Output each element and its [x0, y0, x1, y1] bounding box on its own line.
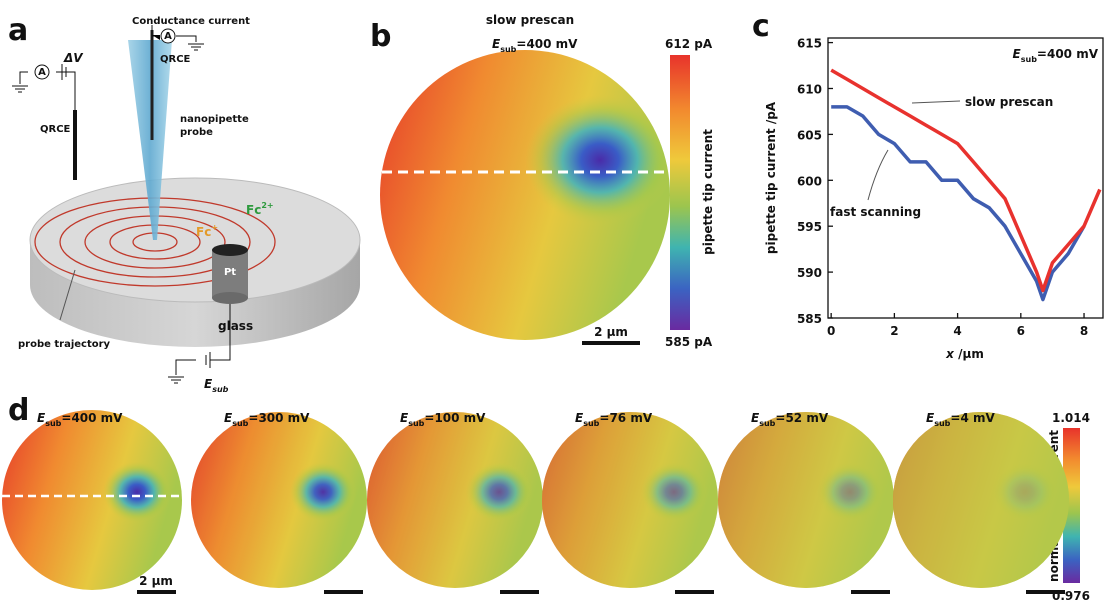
sub: sub: [759, 419, 775, 428]
heatmap-spot: [525, 95, 675, 225]
label: Esub: [204, 377, 229, 394]
y-tick-label: 615: [797, 37, 822, 51]
pt-bottom: [212, 292, 248, 304]
battery: [206, 352, 210, 368]
heatmap-spot: [992, 462, 1059, 522]
label-line: probe: [180, 127, 213, 138]
annotation: Esub=400 mV: [1013, 47, 1099, 64]
colorbar-max: 1.014: [1052, 411, 1090, 425]
ground: [12, 86, 28, 92]
ground: [168, 377, 184, 383]
sub: sub: [232, 419, 248, 428]
panel-label: b: [370, 19, 391, 54]
panel-label: d: [8, 393, 29, 428]
x-tick-label: 2: [890, 324, 898, 338]
y-tick-label: 610: [797, 82, 822, 96]
ion-charge: +: [211, 223, 218, 232]
x-axis-label: x /µm: [945, 347, 984, 361]
heatmap-spot: [103, 461, 171, 522]
value: =52 mV: [775, 411, 828, 425]
sub: sub: [408, 419, 424, 428]
ion: Fc: [196, 225, 211, 239]
y-axis-label: pipette tip current /pA: [764, 101, 778, 254]
ion: Fc: [246, 203, 261, 217]
y-tick-label: 585: [797, 312, 822, 326]
heatmap-spot: [466, 462, 533, 522]
wire: [20, 72, 75, 110]
x-tick-label: 4: [953, 324, 961, 338]
label: QRCE: [160, 54, 191, 65]
line-chart: pipette tip current /pA x /µm Esub=400 m…: [764, 37, 1103, 361]
label: glass: [218, 319, 253, 333]
label: Conductance current: [132, 16, 250, 27]
legend-leader: [912, 101, 960, 103]
scale-label: 2 µm: [594, 325, 628, 339]
x-unit: /µm: [954, 347, 984, 361]
value: =400 mV: [516, 37, 578, 51]
value: =400 mV: [61, 411, 123, 425]
y-tick-label: 605: [797, 128, 822, 142]
setup-diagram: A A Conductance current QRCE ΔV QRCE nan…: [12, 16, 360, 394]
pt-top: [212, 244, 248, 256]
scan-series: 1.014 0.976 normalized tip current Esub=…: [2, 410, 1090, 603]
ion-charge: 2+: [261, 201, 273, 210]
x-tick-label: 6: [1017, 324, 1025, 338]
legend-label: slow prescan: [965, 95, 1053, 109]
panel-label: c: [752, 9, 770, 44]
ammeter-label: A: [164, 31, 172, 42]
colorbar-min: 585 pA: [665, 335, 713, 349]
ammeter-label: A: [38, 67, 46, 78]
heatmap-spot: [817, 462, 884, 522]
colorbar: [670, 55, 690, 330]
heatmap-spot: [641, 462, 708, 522]
colorbar-max: 612 pA: [665, 37, 713, 51]
value: =76 mV: [599, 411, 652, 425]
colorbar-label: pipette tip current: [701, 129, 715, 255]
sub: sub: [212, 385, 228, 394]
value: =300 mV: [248, 411, 310, 425]
y-tick-label: 590: [797, 266, 822, 280]
value: =4 mV: [950, 411, 995, 425]
ground: [188, 44, 204, 50]
x-tick-label: 8: [1080, 324, 1088, 338]
map-title: slow prescan: [486, 13, 574, 27]
sub: sub: [934, 419, 950, 428]
sub: sub: [1021, 55, 1037, 64]
label-line: nanopipette: [180, 114, 249, 125]
sub: sub: [45, 419, 61, 428]
value: =100 mV: [424, 411, 486, 425]
y-tick-label: 600: [797, 174, 822, 188]
label: probe trajectory: [18, 339, 111, 350]
sub: sub: [583, 419, 599, 428]
figure: a b c d A A Conductance current QRCE ΔV …: [0, 0, 1107, 605]
legend-label: fast scanning: [830, 205, 921, 219]
panel-label: a: [8, 13, 28, 48]
label: ΔV: [63, 51, 84, 65]
label: QRCE: [40, 124, 71, 135]
plot-frame: [828, 38, 1103, 318]
sub: sub: [500, 45, 516, 54]
legend-leader: [868, 150, 888, 200]
label: Pt: [224, 267, 236, 278]
scale-label: 2 µm: [139, 574, 173, 588]
heatmap-spot: [290, 462, 357, 522]
prescan-map: slow prescan Esub=400 mV 612 pA 585 pA p…: [380, 13, 715, 349]
x-tick-label: 0: [827, 324, 835, 338]
value: =400 mV: [1037, 47, 1099, 61]
series-line: [831, 107, 1084, 300]
y-tick-label: 595: [797, 220, 822, 234]
label: nanopipette probe: [180, 114, 249, 138]
